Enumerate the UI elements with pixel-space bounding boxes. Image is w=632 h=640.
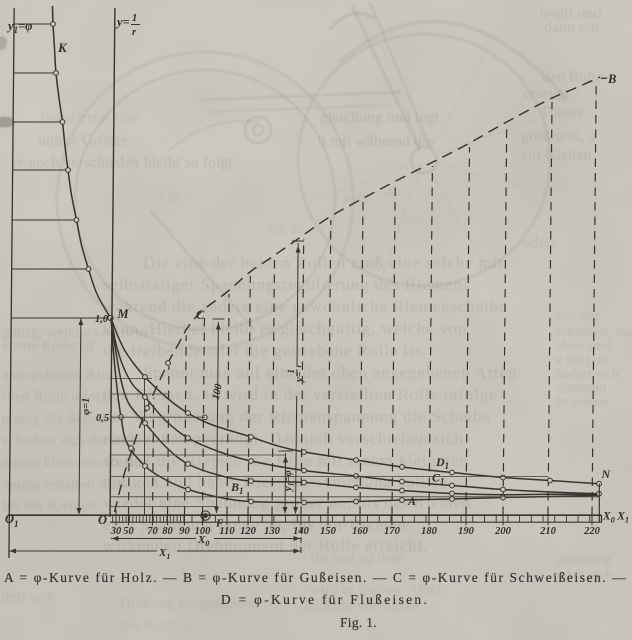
svg-text:y1=φ: y1=φ bbox=[6, 19, 33, 35]
svg-text:gulierung: gulierung bbox=[556, 552, 611, 567]
svg-text:1,0: 1,0 bbox=[95, 314, 109, 325]
svg-text:erkennen, daß: erkennen, daß bbox=[556, 325, 632, 340]
svg-text:abnimmt: abnimmt bbox=[556, 381, 607, 396]
svg-text:Ein Ver: Ein Ver bbox=[556, 309, 600, 324]
svg-text:190: 190 bbox=[458, 526, 475, 537]
svg-text:ändert sich: ändert sich bbox=[556, 367, 619, 382]
svg-text:Drehung entsprechend: Drehung entsprechend bbox=[120, 596, 260, 612]
svg-text:Induzieren eine: Induzieren eine bbox=[40, 109, 139, 126]
svg-text:einem kleineren Radius: einem kleineren Radius bbox=[2, 455, 148, 471]
svg-text:wirkenden Drehmoment der Ro: wirkenden Drehmoment der Rolle erreicht. bbox=[103, 536, 428, 555]
svg-text:0,5: 0,5 bbox=[96, 413, 109, 424]
svg-text:für nun zu dem: für nun zu dem bbox=[310, 550, 404, 566]
svg-text:Spannt man auf eine der obe: Spannt man auf eine der oben angegebenen… bbox=[143, 363, 517, 382]
svg-text:50: 50 bbox=[123, 526, 134, 537]
svg-text:gleichung und legt: gleichung und legt bbox=[320, 109, 439, 126]
svg-text:re noch verschieden bleibt: re noch verschieden bleibt so folgt bbox=[12, 154, 233, 171]
svg-text:der Riemen: der Riemen bbox=[120, 618, 192, 634]
svg-text:nnung die Scheibe: nnung die Scheibe bbox=[2, 411, 116, 427]
svg-text:eine Spannung lange an, bi: eine Spannung lange an, bis der Riemen bbox=[103, 515, 407, 534]
svg-text:nopft und: nopft und bbox=[540, 5, 602, 22]
svg-text:untere Grenze: untere Grenze bbox=[38, 132, 128, 149]
svg-text:den Ruhe-: den Ruhe- bbox=[542, 69, 608, 86]
svg-text:bis der Riemen: bis der Riemen bbox=[2, 498, 96, 514]
svg-text:220: 220 bbox=[583, 526, 601, 537]
svg-text:erzeugt: erzeugt bbox=[523, 85, 571, 102]
svg-text:die treibende oder die getri: die treibende oder die getriebene Rolle … bbox=[103, 341, 427, 360]
svg-text:180: 180 bbox=[421, 526, 438, 537]
svg-text:Dieser: Dieser bbox=[542, 104, 584, 121]
svg-text:70: 70 bbox=[147, 526, 158, 537]
svg-text:während die andere eine gewöhn: während die andere eine gewöhnliche Riem… bbox=[103, 297, 507, 316]
svg-text:210: 210 bbox=[539, 526, 557, 537]
svg-text:eben sind;: eben sind; bbox=[556, 339, 615, 354]
svg-text:200: 200 bbox=[494, 526, 512, 537]
svg-text:ndert sich: ndert sich bbox=[556, 568, 613, 583]
svg-text:X0 X1: X0 X1 bbox=[602, 511, 629, 525]
svg-text:d α: d α bbox=[385, 184, 403, 199]
svg-text:groß sein, a: groß sein, a bbox=[521, 128, 595, 145]
svg-text:M: M bbox=[117, 307, 130, 321]
svg-text:r: r bbox=[132, 27, 137, 38]
svg-text:80: 80 bbox=[162, 526, 173, 537]
svg-text:150: 150 bbox=[320, 526, 337, 537]
svg-text:y=: y= bbox=[115, 15, 130, 29]
svg-text:90: 90 bbox=[179, 526, 190, 537]
svg-text:schieben sich die Rille: schieben sich die Rille bbox=[2, 433, 142, 449]
svg-text:9 mit während die: 9 mit während die bbox=[318, 133, 434, 150]
svg-text:nnung erhalten muß: nnung erhalten muß bbox=[2, 477, 126, 493]
svg-text:170: 170 bbox=[384, 526, 401, 537]
svg-text:e für jede: e für jede bbox=[556, 353, 611, 368]
svg-text:F: F bbox=[215, 518, 224, 530]
svg-text:die Rille verengern: die Rille verengern bbox=[300, 598, 419, 614]
svg-text:llten Rolle infolge: llten Rolle infolge bbox=[2, 389, 115, 405]
svg-text:r: r bbox=[293, 364, 303, 368]
svg-text:y=: y= bbox=[294, 371, 305, 384]
svg-text:wird er gleiten. Aibel: wird er gleiten. Aibel bbox=[310, 582, 442, 598]
svg-text:100: 100 bbox=[195, 526, 212, 537]
svg-text:dann ein: dann ein bbox=[544, 19, 599, 36]
svg-text:dert sich: dert sich bbox=[2, 589, 55, 605]
svg-text:120: 120 bbox=[240, 526, 257, 537]
svg-text:Fig. 32.: Fig. 32. bbox=[268, 222, 307, 236]
svg-text:110: 110 bbox=[219, 526, 235, 537]
svg-text:160: 160 bbox=[352, 526, 369, 537]
svg-text:y1=φ: y1=φ bbox=[283, 470, 296, 493]
svg-text:1: 1 bbox=[132, 13, 137, 24]
svg-text:Die eine der beiden Rollen muß: Die eine der beiden Rollen muß eine solc… bbox=[143, 253, 504, 272]
svg-text:y dx =: y dx = bbox=[156, 190, 195, 205]
svg-text:selbsttätiger Spannungsreguli: selbsttätiger Spannungsregulierung des R… bbox=[103, 275, 470, 294]
svg-text:kann. Hierbei bleibt es gleic: kann. Hierbei bleibt es gleichgültig, we… bbox=[103, 319, 467, 338]
svg-text:A: A bbox=[407, 494, 416, 508]
svg-text:30: 30 bbox=[110, 526, 122, 537]
svg-text:C: C bbox=[196, 308, 205, 322]
svg-text:den Riemen, so wird in der: den Riemen, so wird in der verstellten R… bbox=[103, 385, 497, 404]
svg-text:φ=1: φ=1 bbox=[81, 398, 92, 415]
svg-text:ein Gleiten: ein Gleiten bbox=[521, 147, 592, 164]
svg-text:oder:: oder: bbox=[523, 234, 556, 251]
svg-text:K: K bbox=[57, 40, 68, 55]
svg-text:nach außen gedrängt. Dadurc: nach außen gedrängt. Dadurch verschieben… bbox=[103, 429, 464, 448]
svg-text:130: 130 bbox=[264, 526, 281, 537]
svg-text:B: B bbox=[607, 72, 616, 86]
svg-text:1: 1 bbox=[286, 369, 296, 374]
svg-text:100: 100 bbox=[211, 382, 225, 400]
svg-text:ebene Rolle ist: ebene Rolle ist bbox=[2, 338, 95, 354]
svg-text:N: N bbox=[601, 467, 612, 481]
svg-text:angegebenen Arte: angegebenen Arte bbox=[2, 367, 113, 383]
svg-text:ht seinen: ht seinen bbox=[556, 395, 608, 410]
svg-text:O: O bbox=[98, 513, 107, 527]
